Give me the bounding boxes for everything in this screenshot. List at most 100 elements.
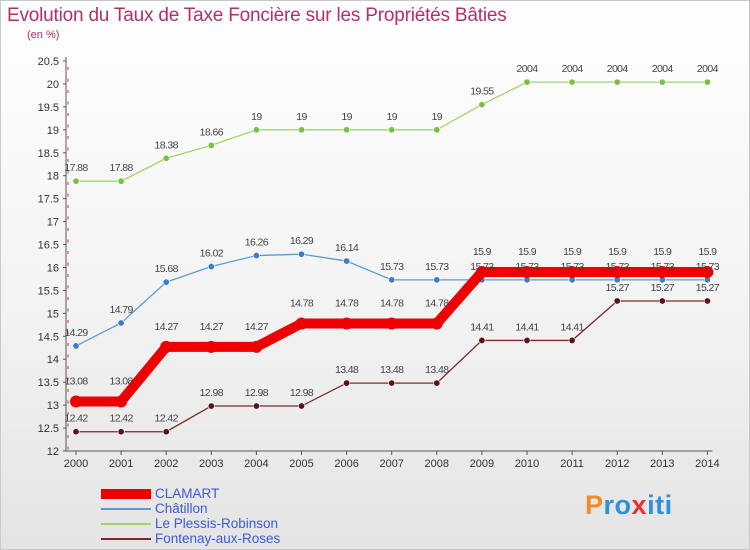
data-point xyxy=(160,340,173,353)
data-point xyxy=(613,297,621,305)
y-tick-label: 12 xyxy=(47,446,59,458)
data-point xyxy=(205,340,218,353)
data-label: 14.78 xyxy=(380,297,404,309)
proxiti-logo: Proxiti xyxy=(585,490,673,521)
chart-unit-label: (en %) xyxy=(27,29,60,41)
data-label: 15.9 xyxy=(653,246,672,258)
x-tick-label: 2001 xyxy=(109,458,133,470)
y-tick-label: 20.5 xyxy=(38,56,59,68)
data-label: 2004 xyxy=(652,63,674,75)
data-point xyxy=(430,317,443,330)
data-point xyxy=(72,428,80,436)
logo-letter: r xyxy=(603,490,615,520)
data-point xyxy=(70,395,82,408)
y-tick-label: 15 xyxy=(47,308,59,320)
data-point xyxy=(475,266,488,279)
data-point xyxy=(297,402,305,410)
data-label: 2004 xyxy=(607,63,629,75)
data-point xyxy=(433,276,441,284)
data-point xyxy=(72,177,80,185)
data-point xyxy=(613,78,621,86)
data-label: 19 xyxy=(251,111,262,123)
data-point xyxy=(340,317,353,330)
data-label: 14.41 xyxy=(560,321,584,333)
data-label: 15.9 xyxy=(518,246,537,258)
data-label: 19.55 xyxy=(470,86,494,98)
legend-swatch xyxy=(101,523,151,525)
data-point xyxy=(343,126,351,134)
data-point xyxy=(252,126,260,134)
data-point xyxy=(162,428,170,436)
data-point xyxy=(703,297,711,305)
data-point xyxy=(207,141,215,149)
data-label: 16.14 xyxy=(335,242,359,254)
data-point xyxy=(478,101,486,109)
data-point xyxy=(388,126,396,134)
data-point xyxy=(162,154,170,162)
data-label: 14.27 xyxy=(200,321,224,333)
x-tick-label: 2009 xyxy=(470,458,494,470)
data-label: 12.98 xyxy=(245,387,269,399)
data-point xyxy=(523,78,531,86)
data-point xyxy=(658,78,666,86)
data-label: 15.27 xyxy=(606,282,630,294)
data-label: 13.08 xyxy=(64,375,88,387)
data-label: 14.27 xyxy=(155,321,179,333)
y-tick-label: 19 xyxy=(47,125,59,137)
data-label: 12.42 xyxy=(155,413,179,425)
data-point xyxy=(117,319,125,327)
data-point xyxy=(117,177,125,185)
data-label: 15.27 xyxy=(651,282,675,294)
legend-swatch xyxy=(101,538,151,540)
data-point xyxy=(252,252,260,260)
data-label: 13.08 xyxy=(109,375,133,387)
data-label: 15.9 xyxy=(473,246,492,258)
data-label: 17.88 xyxy=(109,162,133,174)
data-point xyxy=(568,78,576,86)
data-label: 15.9 xyxy=(608,246,627,258)
data-label: 19 xyxy=(386,111,397,123)
data-label: 12.42 xyxy=(109,413,133,425)
data-label: 18.66 xyxy=(200,126,224,138)
y-tick-label: 16 xyxy=(47,262,59,274)
data-label: 16.29 xyxy=(290,235,314,247)
data-point xyxy=(115,395,128,408)
data-label: 15.73 xyxy=(425,261,449,273)
data-point xyxy=(343,379,351,387)
x-tick-label: 2002 xyxy=(154,458,178,470)
data-point xyxy=(388,276,396,284)
data-label: 15.73 xyxy=(651,261,675,273)
data-point xyxy=(701,266,714,279)
data-point xyxy=(521,266,533,279)
data-label: 14.79 xyxy=(109,304,133,316)
data-point xyxy=(523,336,531,344)
data-label: 13.48 xyxy=(335,364,359,376)
logo-letter: P xyxy=(585,490,604,520)
data-label: 12.42 xyxy=(64,413,88,425)
data-label: 19 xyxy=(341,111,352,123)
logo-letter: i xyxy=(664,490,673,520)
data-point xyxy=(250,340,263,353)
data-label: 19 xyxy=(432,111,443,123)
data-point xyxy=(297,126,305,134)
data-label: 14.27 xyxy=(245,321,269,333)
data-label: 12.98 xyxy=(290,387,314,399)
logo-letter: t xyxy=(655,490,665,520)
x-tick-label: 2003 xyxy=(199,458,223,470)
y-tick-label: 15.5 xyxy=(38,285,59,297)
x-tick-label: 2005 xyxy=(289,458,313,470)
data-point xyxy=(343,257,351,265)
data-label: 15.73 xyxy=(515,261,539,273)
data-point xyxy=(295,317,308,330)
data-point xyxy=(388,379,396,387)
y-tick-label: 19.5 xyxy=(38,102,59,114)
x-tick-label: 2007 xyxy=(379,458,403,470)
data-point xyxy=(611,266,624,279)
data-point xyxy=(72,342,80,350)
data-label: 15.9 xyxy=(698,246,717,258)
data-point xyxy=(656,266,669,279)
data-label: 15.73 xyxy=(470,261,494,273)
data-label: 15.73 xyxy=(560,261,584,273)
y-tick-label: 14 xyxy=(47,354,59,366)
